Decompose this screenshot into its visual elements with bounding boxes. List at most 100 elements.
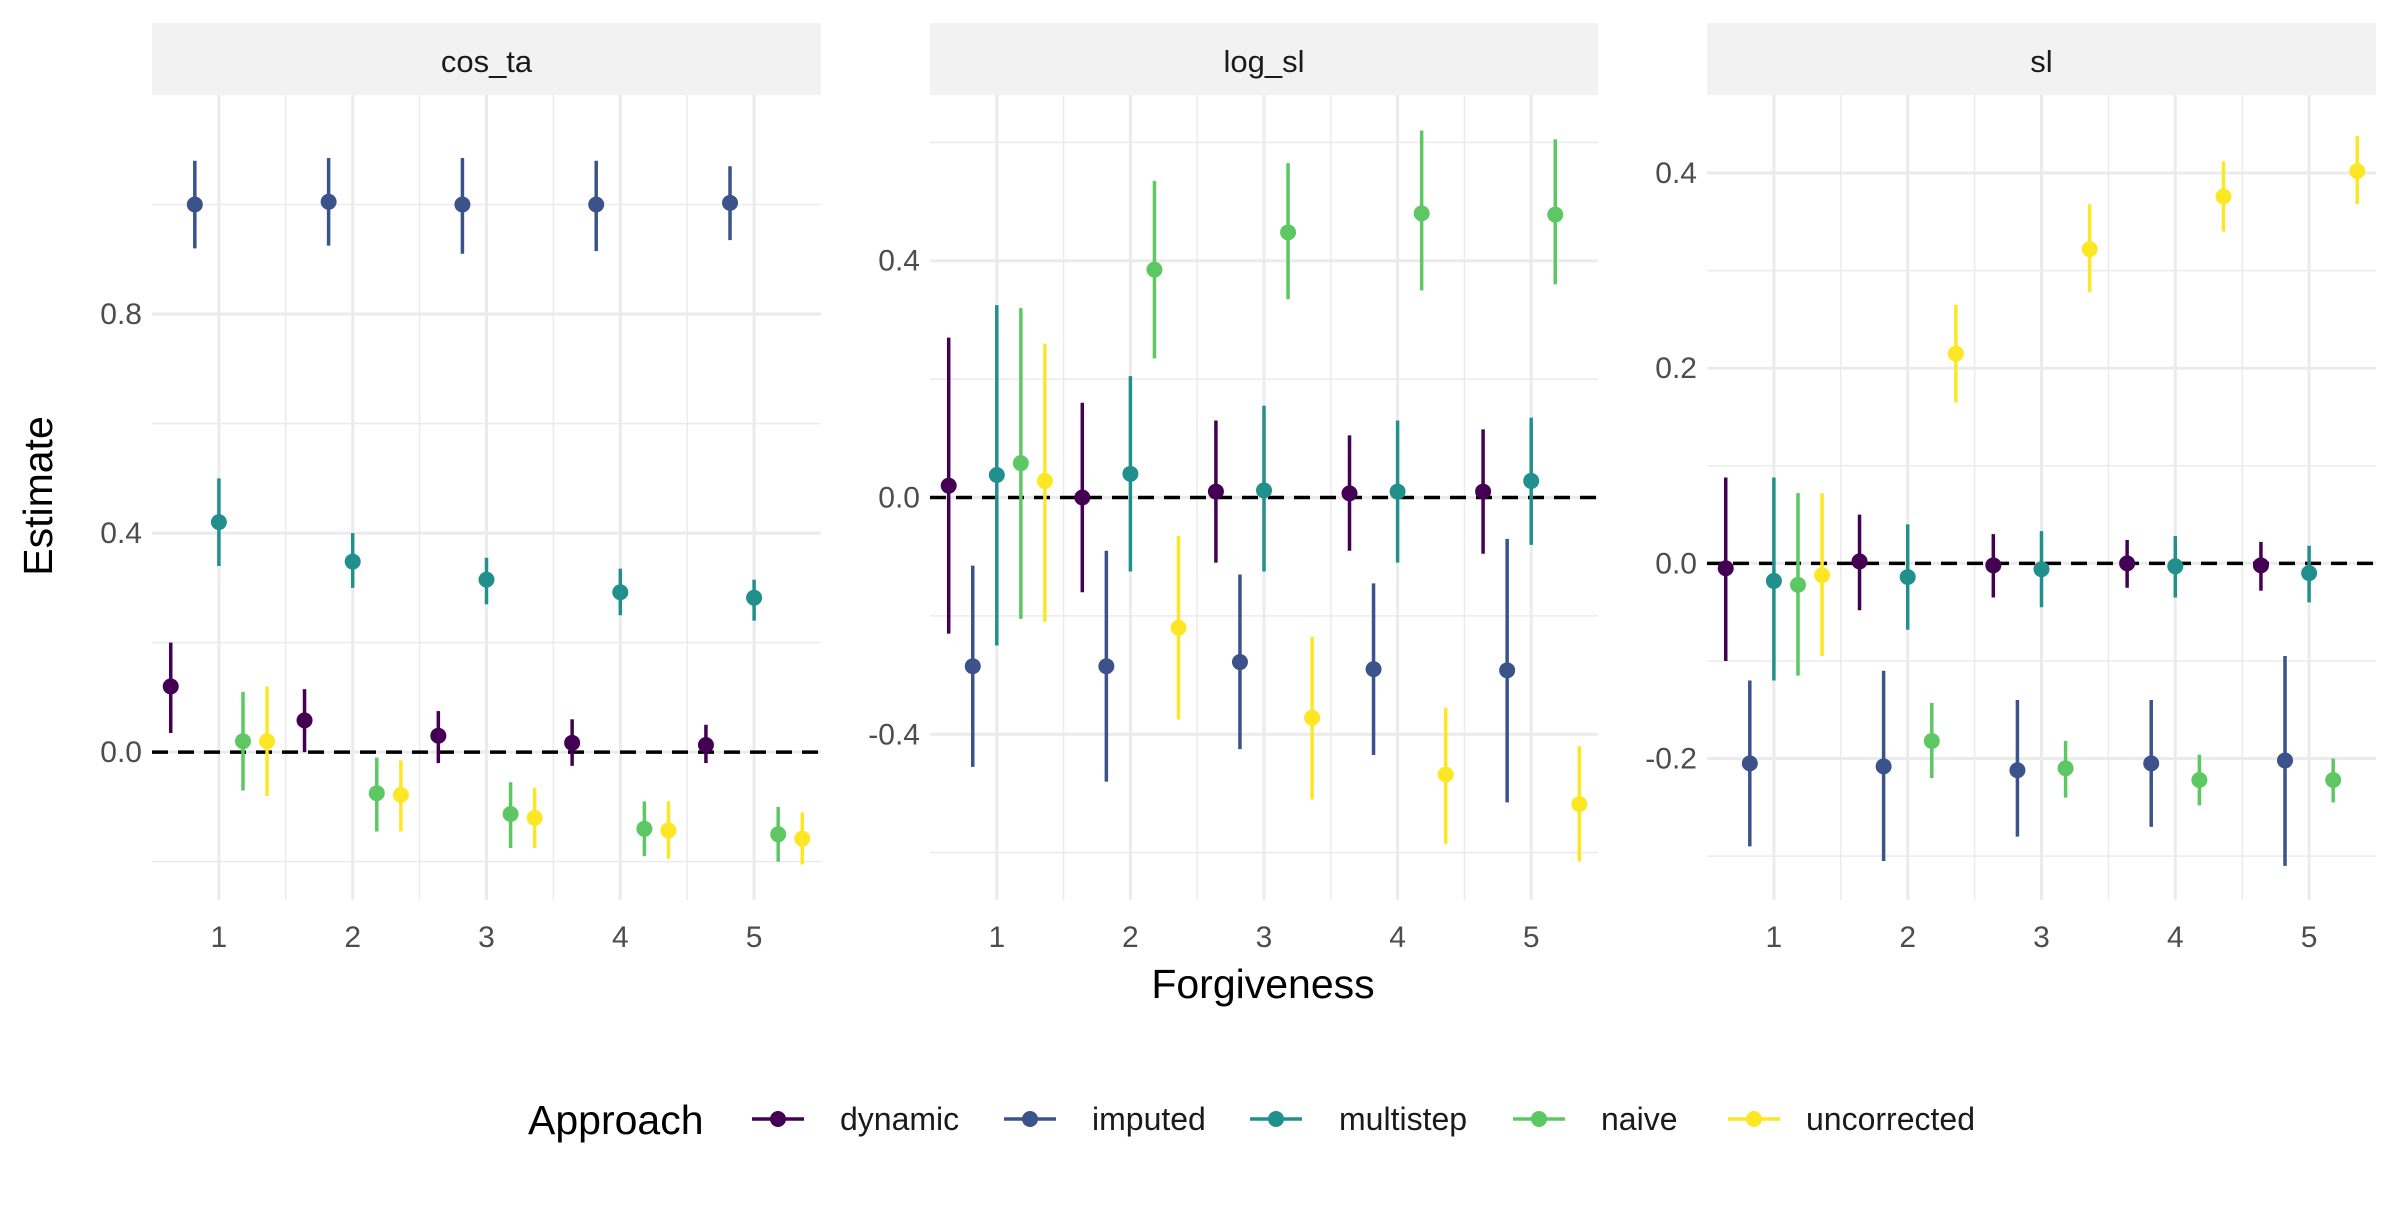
data-point	[1304, 709, 1321, 726]
y-tick-label: 0.0	[1655, 547, 1697, 580]
y-tick-label: 0.4	[878, 245, 920, 278]
data-point	[1207, 483, 1224, 500]
data-point	[210, 514, 227, 531]
data-point	[1170, 619, 1187, 636]
data-point	[940, 477, 957, 494]
panel-cos_ta: cos_ta 0.0 0.4 0.8 1 2 3 4 5	[100, 23, 821, 954]
data-point	[2033, 561, 2050, 578]
data-point	[2081, 241, 2098, 258]
data-point	[259, 733, 276, 750]
series-multistep	[1765, 477, 2318, 681]
x-tick-label: 1	[1766, 921, 1783, 954]
data-point	[660, 822, 677, 839]
x-tick-label: 1	[988, 921, 1005, 954]
facet-strip	[1707, 23, 2376, 95]
data-point	[1098, 658, 1115, 675]
panel-log_sl: log_sl -0.4 0.0 0.4 1 2 3 4 5	[868, 23, 1598, 954]
data-point	[794, 830, 811, 847]
data-point	[2325, 771, 2342, 788]
data-point	[1437, 766, 1454, 783]
y-tick-label: -0.4	[868, 718, 920, 751]
data-point	[588, 196, 605, 213]
data-point	[1789, 576, 1806, 593]
data-point	[1122, 465, 1139, 482]
series-imputed	[186, 157, 739, 254]
x-axis-title: Forgiveness	[1151, 961, 1374, 1007]
legend-label: uncorrected	[1806, 1101, 1975, 1137]
data-point	[697, 737, 714, 754]
legend-entry-uncorrected: uncorrected	[1728, 1101, 1975, 1137]
data-point	[430, 727, 447, 744]
x-tick-label: 3	[1256, 921, 1273, 954]
data-point	[478, 571, 495, 588]
data-point	[1899, 569, 1916, 586]
data-point	[2119, 555, 2136, 572]
legend-key-point	[1022, 1111, 1038, 1127]
x-tick-label: 4	[612, 921, 629, 954]
data-point	[746, 589, 763, 606]
y-tick-label: 0.2	[1655, 352, 1697, 385]
legend-title: Approach	[528, 1097, 704, 1143]
data-point	[162, 678, 179, 695]
data-point	[2252, 557, 2269, 574]
data-point	[2191, 771, 2208, 788]
series-uncorrected	[1814, 135, 2366, 657]
data-point	[1413, 205, 1430, 222]
data-point	[234, 733, 251, 750]
data-point	[722, 194, 739, 211]
legend-key-point	[1268, 1111, 1284, 1127]
series-dynamic	[1717, 477, 2269, 661]
x-tick-label: 5	[746, 921, 763, 954]
data-point	[1341, 485, 1358, 502]
series-naive	[234, 691, 787, 862]
y-tick-label: 0.4	[100, 517, 142, 550]
data-point	[1851, 553, 1868, 570]
series-naive	[1789, 493, 2342, 806]
data-point	[2301, 565, 2318, 582]
x-tick-label: 5	[1523, 921, 1540, 954]
x-tick-label: 5	[2301, 921, 2318, 954]
data-point	[320, 193, 337, 210]
y-tick-label: 0.8	[100, 298, 142, 331]
data-point	[1146, 261, 1163, 278]
legend-entry-imputed: imputed	[1004, 1101, 1206, 1137]
data-point	[1814, 567, 1831, 584]
legend-label: dynamic	[840, 1101, 959, 1137]
series-uncorrected	[1036, 343, 1588, 862]
y-tick-label: 0.0	[100, 736, 142, 769]
x-tick-label: 2	[1899, 921, 1916, 954]
data-point	[964, 658, 981, 675]
data-point	[1875, 758, 1892, 775]
data-point	[1985, 557, 2002, 574]
series-dynamic	[940, 337, 1492, 634]
legend-key-point	[1746, 1111, 1762, 1127]
x-tick-label: 3	[478, 921, 495, 954]
x-tick-label: 4	[1389, 921, 1406, 954]
data-point	[564, 734, 581, 751]
data-point	[1923, 732, 1940, 749]
data-point	[1765, 572, 1782, 589]
facet-strip	[152, 23, 821, 95]
data-point	[1741, 755, 1758, 772]
x-tick-label: 1	[211, 921, 228, 954]
y-tick-label: -0.2	[1645, 743, 1697, 776]
legend-label: imputed	[1092, 1101, 1206, 1137]
data-point	[368, 785, 385, 802]
panels: cos_ta 0.0 0.4 0.8 1 2 3 4 5 log_sl -0.4 0.0 0.4 1 2 3 4…	[100, 23, 2376, 954]
series-imputed	[964, 538, 1516, 803]
series-dynamic	[162, 642, 714, 766]
facet-strip-label: cos_ta	[441, 44, 533, 79]
data-point	[2215, 188, 2232, 205]
data-point	[1074, 489, 1091, 506]
data-point	[186, 196, 203, 213]
data-point	[1365, 661, 1382, 678]
data-point	[1475, 483, 1492, 500]
facet-strip	[930, 23, 1598, 95]
x-tick-label: 4	[2167, 921, 2184, 954]
legend-entry-dynamic: dynamic	[752, 1101, 959, 1137]
data-point	[2349, 163, 2366, 180]
data-point	[1231, 654, 1248, 671]
panel-sl: sl -0.2 0.0 0.2 0.4 1 2 3 4 5	[1645, 23, 2376, 954]
data-point	[1012, 455, 1029, 472]
